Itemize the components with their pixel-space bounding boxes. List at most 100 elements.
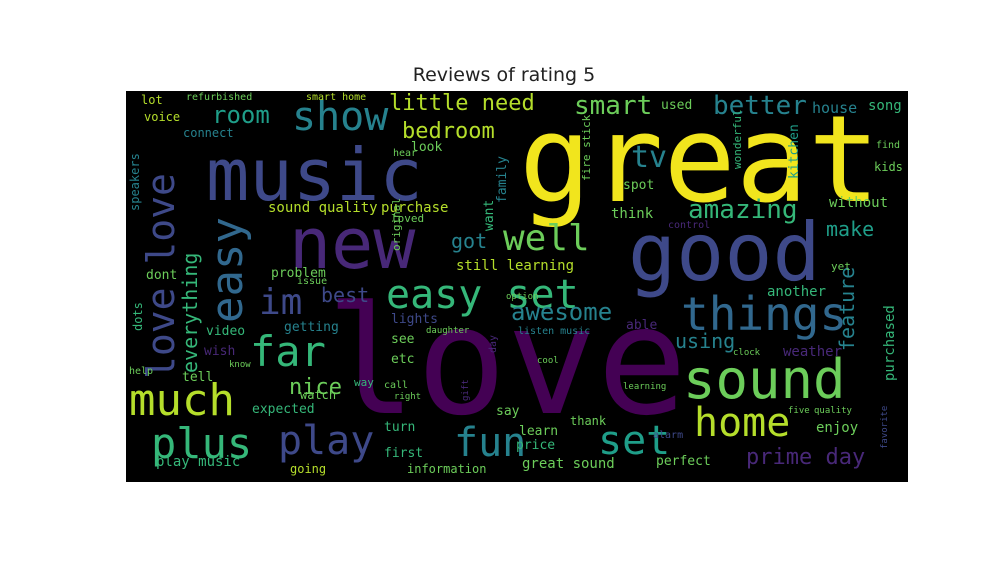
- word-family: family: [495, 156, 510, 203]
- word-used: used: [661, 98, 693, 113]
- word-great-sound: great sound: [522, 456, 615, 472]
- word-play: play: [278, 418, 375, 464]
- word-sound: sound: [683, 348, 846, 411]
- word-yet: yet: [831, 260, 851, 273]
- chart-title: Reviews of rating 5: [412, 64, 596, 86]
- word-dots: dots: [131, 302, 145, 331]
- word-able: able: [626, 318, 658, 333]
- word-got: got: [451, 229, 488, 253]
- word-favorite: favorite: [880, 405, 890, 449]
- word-clock: clock: [733, 348, 761, 358]
- word-plus: plus: [151, 419, 253, 468]
- word-thank: thank: [570, 414, 607, 428]
- word-bedroom: bedroom: [402, 119, 495, 144]
- word-room: room: [212, 101, 270, 129]
- word-cloud: love great music good new sound easy set…: [126, 91, 908, 482]
- word-awesome: awesome: [511, 298, 613, 326]
- word-dont: dont: [146, 268, 178, 283]
- word-hear: hear: [393, 148, 418, 159]
- word-music: music: [206, 133, 423, 217]
- word-etc: etc: [391, 352, 415, 367]
- word-wonderful: wonderful: [731, 109, 744, 169]
- word-problem: problem: [271, 266, 326, 281]
- word-using: using: [675, 329, 736, 353]
- word-far: far: [250, 327, 326, 376]
- word-control: control: [668, 220, 711, 231]
- word-expected: expected: [252, 402, 315, 417]
- word-much: much: [129, 375, 235, 426]
- word-still-learning: still learning: [456, 258, 575, 274]
- word-issue: issue: [297, 276, 328, 287]
- word-easy-set: easy set: [386, 272, 579, 318]
- word-voice: voice: [144, 110, 181, 124]
- word-option: option: [506, 292, 539, 302]
- word-feature: feature: [835, 266, 859, 351]
- word-help: help: [129, 366, 154, 377]
- word-great: great: [519, 91, 881, 230]
- word-sound-quality: sound quality: [268, 200, 378, 216]
- word-want: want: [482, 199, 497, 231]
- word-know: know: [229, 360, 251, 370]
- word-way: way: [354, 376, 374, 389]
- word-connect: connect: [183, 126, 234, 140]
- word-watch: watch: [300, 388, 337, 402]
- word-well: well: [503, 218, 590, 259]
- word-see: see: [391, 332, 415, 347]
- word-set: set: [598, 418, 671, 464]
- word-going: going: [290, 462, 327, 476]
- word-look: look: [411, 140, 443, 155]
- word-song: song: [868, 98, 902, 114]
- word-best: best: [321, 283, 370, 307]
- word-video: video: [206, 324, 246, 339]
- word-play-music: play music: [156, 454, 241, 470]
- word-refurbished: refurbished: [186, 92, 253, 103]
- word-fire-stick: fire stick: [580, 114, 593, 181]
- word-kids: kids: [874, 160, 903, 174]
- word-house: house: [812, 99, 858, 117]
- word-find: find: [876, 140, 901, 151]
- word-listen-music: listen music: [518, 326, 591, 337]
- word-new: new: [289, 203, 416, 285]
- word-home: home: [694, 400, 791, 446]
- word-learn: learn: [519, 424, 559, 439]
- word-weather: weather: [783, 344, 843, 360]
- word-easy: easy: [202, 217, 253, 323]
- word-learning: learning: [623, 382, 667, 392]
- word-think: think: [611, 206, 654, 222]
- word-good: good: [628, 206, 821, 299]
- word-make: make: [826, 217, 875, 241]
- word-wish: wish: [204, 344, 236, 359]
- word-original: original: [390, 198, 403, 251]
- word-getting: getting: [284, 320, 339, 335]
- word-show: show: [292, 94, 389, 140]
- word-day: day: [488, 334, 499, 353]
- word-another: another: [767, 284, 827, 300]
- word-smart: smart: [574, 91, 653, 121]
- word-say: say: [496, 404, 520, 419]
- word-kitchen: kitchen: [787, 124, 802, 179]
- word-lights: lights: [391, 312, 438, 327]
- word-enjoy: enjoy: [816, 420, 859, 436]
- word-right: right: [394, 392, 422, 402]
- word-im: im: [259, 282, 303, 323]
- word-without: without: [829, 195, 889, 211]
- word-information: information: [407, 462, 487, 476]
- word-speakers: speakers: [128, 153, 142, 211]
- word-quality: quality: [814, 406, 852, 416]
- word-loved: loved: [391, 212, 425, 225]
- word-turn: turn: [384, 420, 416, 435]
- word-purchase: purchase: [381, 200, 449, 216]
- word-price: price: [516, 438, 556, 453]
- word-things: things: [681, 287, 848, 341]
- word-better: better: [713, 91, 807, 121]
- word-gift: gift: [461, 379, 471, 401]
- word-cool: cool: [537, 356, 559, 366]
- word-love: love: [326, 275, 688, 449]
- word-perfect: perfect: [656, 454, 711, 469]
- word-everything: everything: [178, 252, 202, 373]
- word-five: five: [788, 406, 810, 416]
- word-tv: tv: [631, 140, 668, 175]
- word-spot: spot: [623, 178, 655, 193]
- word-prime-day: prime day: [746, 445, 866, 470]
- word-smart-home: smart home: [306, 92, 367, 103]
